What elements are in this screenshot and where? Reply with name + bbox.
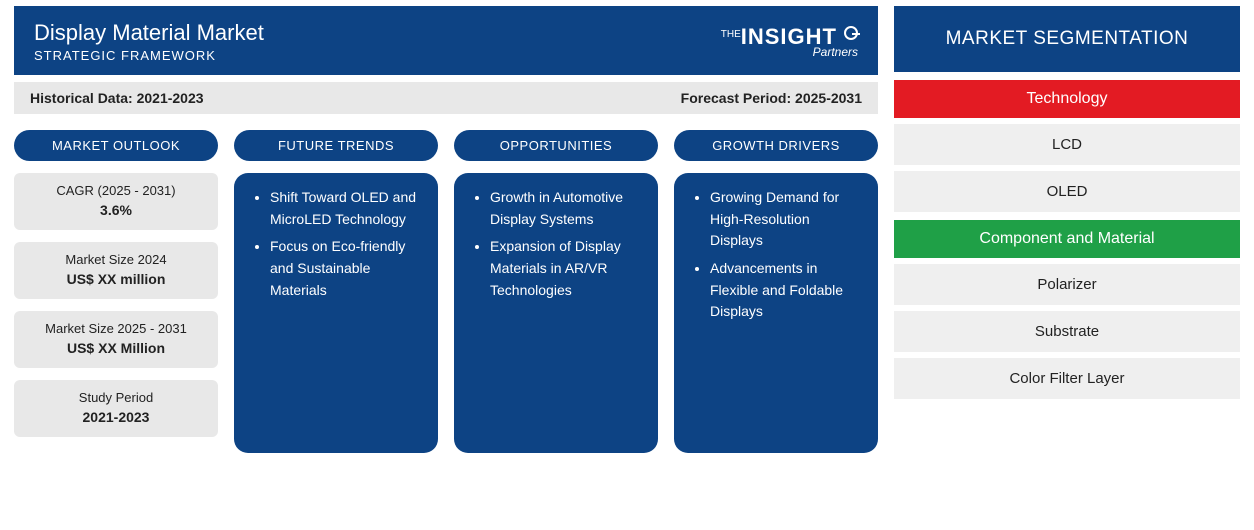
segment-item: Color Filter Layer (894, 358, 1240, 399)
list-item: Growth in Automotive Display Systems (490, 187, 642, 230)
column-trends: FUTURE TRENDS Shift Toward OLED and Micr… (234, 130, 438, 453)
list-item: Advancements in Flexible and Foldable Di… (710, 258, 862, 323)
metric-study-period: Study Period 2021-2023 (14, 380, 218, 437)
segment-item: OLED (894, 171, 1240, 212)
column-opportunities: OPPORTUNITIES Growth in Automotive Displ… (454, 130, 658, 453)
list-item: Growing Demand for High-Resolution Displ… (710, 187, 862, 252)
segment-header-component: Component and Material (894, 220, 1240, 258)
page: Display Material Market STRATEGIC FRAMEW… (0, 0, 1254, 463)
segment-item: LCD (894, 124, 1240, 165)
historical-value: 2021-2023 (137, 90, 204, 106)
list-item: Focus on Eco-friendly and Sustainable Ma… (270, 236, 422, 301)
forecast-value: 2025-2031 (795, 90, 862, 106)
page-title: Display Material Market (34, 20, 264, 46)
list-item: Shift Toward OLED and MicroLED Technolog… (270, 187, 422, 230)
page-subtitle: STRATEGIC FRAMEWORK (34, 48, 264, 63)
opps-title: OPPORTUNITIES (454, 130, 658, 161)
segment-item: Substrate (894, 311, 1240, 352)
left-panel: Display Material Market STRATEGIC FRAMEW… (14, 6, 878, 453)
metric-cagr: CAGR (2025 - 2031) 3.6% (14, 173, 218, 230)
segmentation-panel: MARKET SEGMENTATION Technology LCD OLED … (894, 6, 1240, 453)
opps-card: Growth in Automotive Display Systems Exp… (454, 173, 658, 453)
metric-value: 3.6% (20, 202, 212, 218)
metric-label: Market Size 2024 (20, 252, 212, 267)
drivers-card: Growing Demand for High-Resolution Displ… (674, 173, 878, 453)
metric-value: 2021-2023 (20, 409, 212, 425)
historical-label: Historical Data: (30, 90, 133, 106)
outlook-title: MARKET OUTLOOK (14, 130, 218, 161)
brand-logo: THEINSIGHT Partners (721, 26, 858, 58)
metric-value: US$ XX Million (20, 340, 212, 356)
column-drivers: GROWTH DRIVERS Growing Demand for High-R… (674, 130, 878, 453)
metric-label: Market Size 2025 - 2031 (20, 321, 212, 336)
forecast-label: Forecast Period: (681, 90, 791, 106)
historical-period: Historical Data: 2021-2023 (30, 90, 204, 106)
metric-value: US$ XX million (20, 271, 212, 287)
metric-size-2025-2031: Market Size 2025 - 2031 US$ XX Million (14, 311, 218, 368)
segment-header-technology: Technology (894, 80, 1240, 118)
title-bar: Display Material Market STRATEGIC FRAMEW… (14, 6, 878, 75)
trends-title: FUTURE TRENDS (234, 130, 438, 161)
metric-label: Study Period (20, 390, 212, 405)
period-bar: Historical Data: 2021-2023 Forecast Peri… (14, 81, 878, 114)
metric-size-2024: Market Size 2024 US$ XX million (14, 242, 218, 299)
trends-card: Shift Toward OLED and MicroLED Technolog… (234, 173, 438, 453)
column-outlook: MARKET OUTLOOK CAGR (2025 - 2031) 3.6% M… (14, 130, 218, 453)
logo-small: THE (721, 29, 741, 40)
segmentation-title: MARKET SEGMENTATION (894, 6, 1240, 72)
drivers-title: GROWTH DRIVERS (674, 130, 878, 161)
list-item: Expansion of Display Materials in AR/VR … (490, 236, 642, 301)
title-block: Display Material Market STRATEGIC FRAMEW… (34, 20, 264, 63)
forecast-period: Forecast Period: 2025-2031 (681, 90, 862, 106)
metric-label: CAGR (2025 - 2031) (20, 183, 212, 198)
framework-columns: MARKET OUTLOOK CAGR (2025 - 2031) 3.6% M… (14, 130, 878, 453)
segment-item: Polarizer (894, 264, 1240, 305)
